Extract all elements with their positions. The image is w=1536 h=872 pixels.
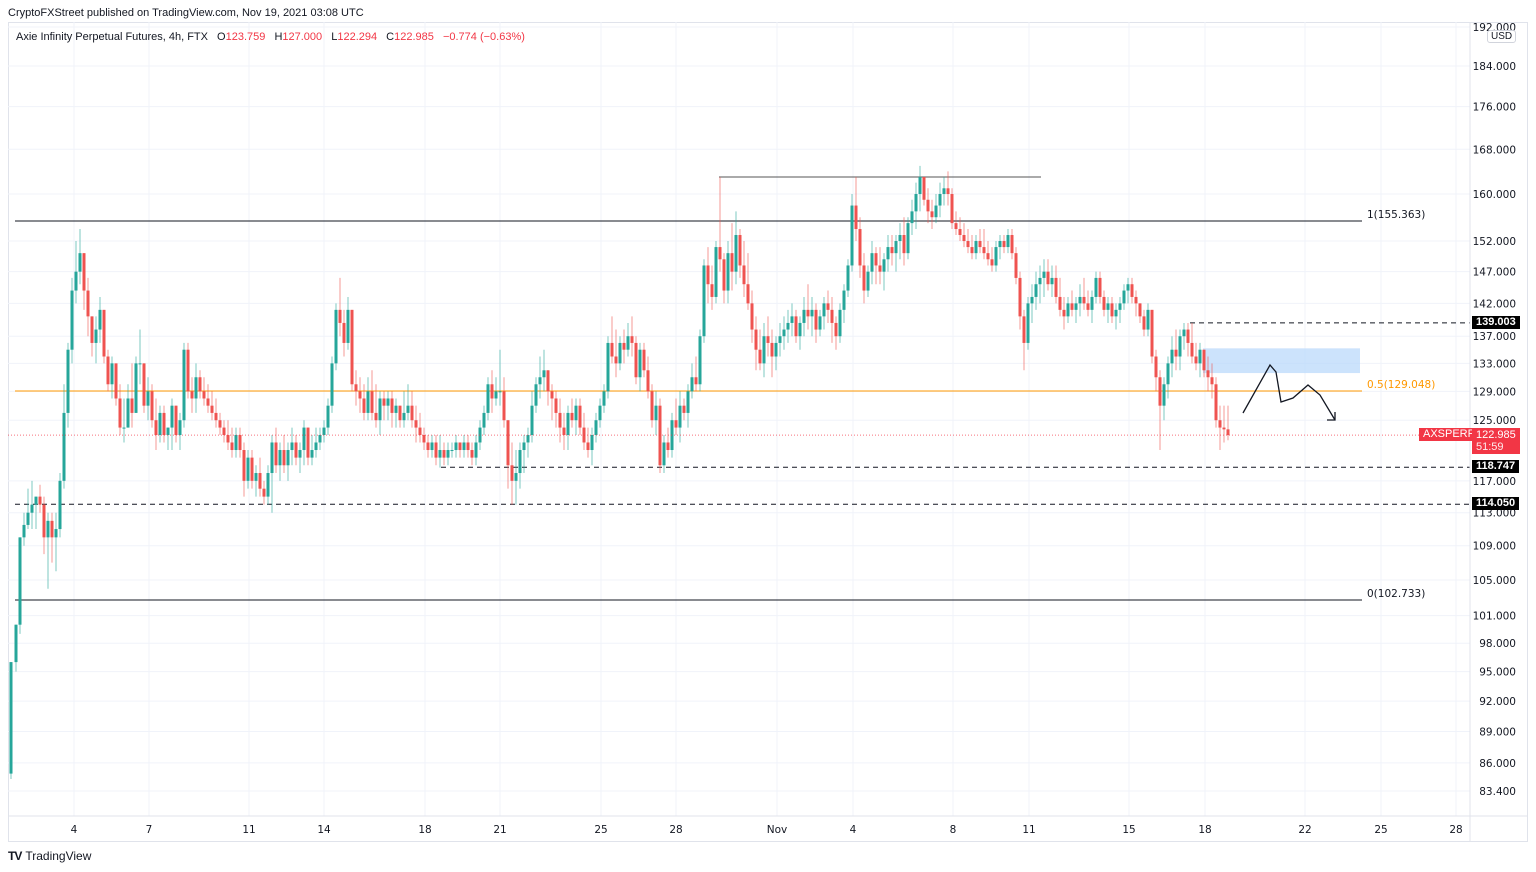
- bar-countdown: 51:59: [1476, 441, 1504, 454]
- price-axis[interactable]: 192.000184.000176.000168.000160.000152.0…: [1473, 22, 1516, 798]
- price-tick: 101.000: [1473, 611, 1516, 623]
- price-tick: 95.000: [1479, 667, 1516, 679]
- horizontal-levels: [15, 176, 1470, 601]
- time-tick: 11: [1022, 824, 1035, 836]
- price-tick: 129.000: [1473, 386, 1516, 398]
- time-tick: 22: [1298, 824, 1311, 836]
- grid-lines: [8, 22, 1470, 816]
- time-axis[interactable]: 4 7 11 14 18 21 25 28 Nov 4 8 11 15 18 22 25 28: [71, 824, 1463, 836]
- chart-frame[interactable]: [8, 22, 1528, 842]
- support-2-price-tag: 114.050: [1472, 497, 1520, 511]
- price-tick: 83.400: [1479, 786, 1516, 798]
- time-tick: 4: [71, 824, 78, 836]
- price-tick: 89.000: [1479, 726, 1516, 738]
- time-tick: 25: [594, 824, 607, 836]
- time-tick: 21: [493, 824, 506, 836]
- currency-badge[interactable]: USD: [1487, 30, 1517, 43]
- tradingview-logo[interactable]: TV TradingView: [8, 849, 91, 863]
- open-label: O: [217, 31, 226, 43]
- price-tick: 160.000: [1473, 189, 1516, 201]
- price-tick: 184.000: [1473, 61, 1516, 73]
- candlesticks: [9, 165, 1230, 780]
- open-value: 123.759: [225, 31, 266, 43]
- symbol-price-tag: AXSPERP: [1419, 428, 1479, 442]
- tradingview-brand: TradingView: [25, 849, 92, 863]
- price-tick: 176.000: [1473, 102, 1516, 114]
- tradingview-mark-icon: TV: [8, 849, 22, 863]
- price-tick: 92.000: [1479, 696, 1516, 708]
- time-tick: Nov: [767, 824, 788, 836]
- supply-zone: [1203, 348, 1360, 374]
- support-1-price-tag: 118.747: [1472, 460, 1520, 474]
- time-tick: 28: [1449, 824, 1462, 836]
- high-label: H: [274, 31, 283, 43]
- price-tick: 117.000: [1473, 476, 1516, 488]
- time-tick: 18: [1198, 824, 1211, 836]
- projection-path: [1242, 363, 1336, 421]
- price-tick: 109.000: [1473, 541, 1516, 553]
- price-tick: 113.000: [1473, 508, 1516, 520]
- price-tick: 86.000: [1479, 758, 1516, 770]
- publisher-credit: CryptoFXStreet published on TradingView.…: [8, 7, 364, 19]
- price-tick: 133.000: [1473, 358, 1516, 370]
- resistance-price-tag: 139.003: [1472, 315, 1520, 329]
- time-tick: 25: [1374, 824, 1387, 836]
- price-tick: 152.000: [1473, 236, 1516, 248]
- low-label: L: [331, 31, 338, 43]
- price-tick: 168.000: [1473, 144, 1516, 156]
- close-label: C: [386, 31, 395, 43]
- price-tick: 98.000: [1479, 638, 1516, 650]
- time-tick: 15: [1122, 824, 1135, 836]
- price-tick: 125.000: [1473, 415, 1516, 427]
- time-tick: 14: [317, 824, 331, 836]
- last-price-tag: 122.985 51:59: [1472, 428, 1520, 455]
- fib-1-label: 1(155.363): [1367, 209, 1425, 221]
- low-value: 122.294: [337, 31, 378, 43]
- chart-legend: Axie Infinity Perpetual Futures, 4h, FTX…: [16, 31, 525, 43]
- price-tick: 105.000: [1473, 575, 1516, 587]
- time-tick: 4: [850, 824, 857, 836]
- time-tick: 28: [669, 824, 682, 836]
- change-value: −0.774 (−0.63%): [442, 31, 525, 43]
- price-tick: 142.000: [1473, 298, 1516, 310]
- price-tick: 137.000: [1473, 331, 1516, 343]
- symbol-title[interactable]: Axie Infinity Perpetual Futures, 4h, FTX: [16, 31, 208, 43]
- projection-arrow-icon: [1327, 412, 1336, 421]
- price-tick: 147.000: [1473, 267, 1516, 279]
- time-tick: 11: [242, 824, 255, 836]
- time-tick: 8: [950, 824, 957, 836]
- fib-05-label: 0.5(129.048): [1367, 379, 1435, 391]
- time-tick: 18: [418, 824, 431, 836]
- fib-0-label: 0(102.733): [1367, 588, 1425, 600]
- last-price-value: 122.985: [1476, 429, 1516, 442]
- high-value: 127.000: [282, 31, 323, 43]
- close-value: 122.985: [394, 31, 434, 43]
- time-tick: 7: [146, 824, 153, 836]
